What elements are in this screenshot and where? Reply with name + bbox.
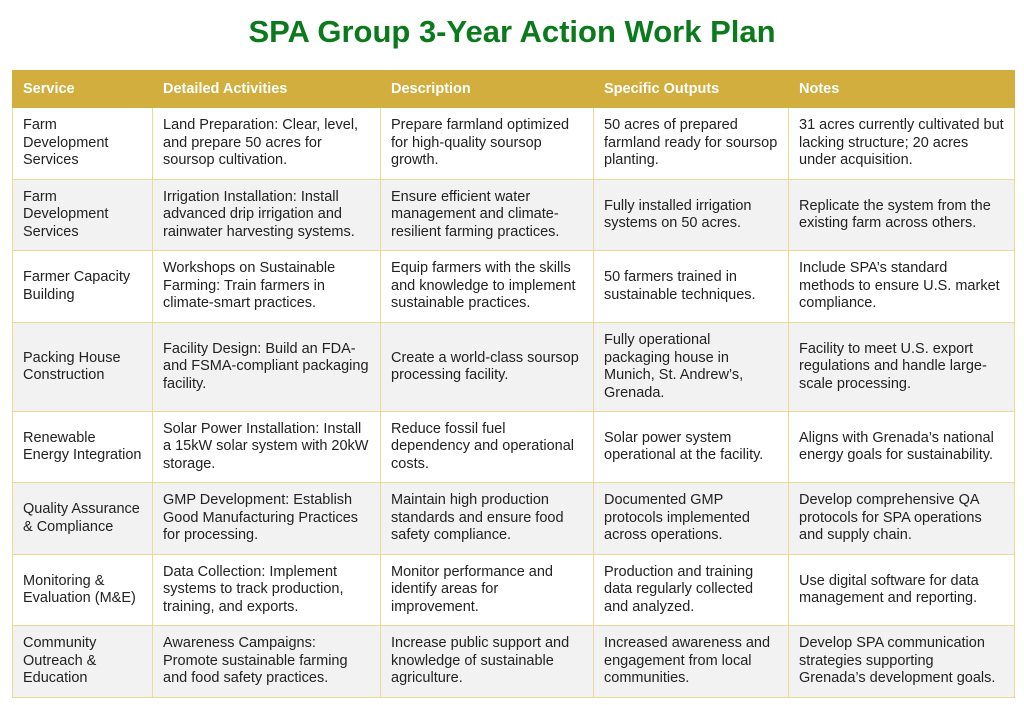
table-cell: Ensure efficient water management and cl…: [380, 179, 594, 251]
table-cell: Monitor performance and identify areas f…: [380, 554, 594, 626]
table-cell: Quality Assurance & Compliance: [12, 482, 153, 555]
table-cell: Fully operational packaging house in Mun…: [593, 322, 789, 412]
table-cell: Production and training data regularly c…: [593, 554, 789, 626]
table-cell: 50 acres of prepared farmland ready for …: [593, 107, 789, 180]
table-cell: Renewable Energy Integration: [12, 411, 153, 483]
table-row: Community Outreach & Education Awareness …: [12, 625, 1015, 698]
table-row: Packing House Construction Facility Desig…: [12, 322, 1015, 412]
table-cell: Farm Development Services: [12, 179, 153, 251]
table-cell: Equip farmers with the skills and knowle…: [380, 250, 594, 323]
table-row: Farm Development Services Land Preparatio…: [12, 107, 1015, 180]
table-cell: Use digital software for data management…: [788, 554, 1015, 626]
table-cell: Fully installed irrigation systems on 50…: [593, 179, 789, 251]
table-cell: Aligns with Grenada’s national energy go…: [788, 411, 1015, 483]
table-cell: Farm Development Services: [12, 107, 153, 180]
column-header: Description: [380, 70, 594, 108]
table-cell: 50 farmers trained in sustainable techni…: [593, 250, 789, 323]
table-cell: Facility to meet U.S. export regulations…: [788, 322, 1015, 412]
table-cell: GMP Development: Establish Good Manufact…: [152, 482, 381, 555]
table-row: Renewable Energy Integration Solar Power …: [12, 411, 1015, 483]
table-cell: Workshops on Sustainable Farming: Train …: [152, 250, 381, 323]
table-header-row: Service Detailed Activities Description Spe…: [12, 70, 1015, 108]
table-row: Farmer Capacity Building Workshops on Sus…: [12, 250, 1015, 323]
table-cell: Prepare farmland optimized for high-qual…: [380, 107, 594, 180]
table-cell: Develop comprehensive QA protocols for S…: [788, 482, 1015, 555]
table-cell: Data Collection: Implement systems to tr…: [152, 554, 381, 626]
table-cell: Monitoring & Evaluation (M&E): [12, 554, 153, 626]
table-cell: Facility Design: Build an FDA- and FSMA-…: [152, 322, 381, 412]
table-cell: Documented GMP protocols implemented acr…: [593, 482, 789, 555]
column-header: Service: [12, 70, 153, 108]
table-cell: Create a world-class soursop processing …: [380, 322, 594, 412]
page-title: SPA Group 3-Year Action Work Plan: [248, 14, 776, 49]
table-row: Quality Assurance & Compliance GMP Develo…: [12, 482, 1015, 555]
table-cell: Community Outreach & Education: [12, 625, 153, 698]
column-header: Specific Outputs: [593, 70, 789, 108]
table-cell: Packing House Construction: [12, 322, 153, 412]
table-cell: Land Preparation: Clear, level, and prep…: [152, 107, 381, 180]
table-cell: Replicate the system from the existing f…: [788, 179, 1015, 251]
table-cell: Increase public support and knowledge of…: [380, 625, 594, 698]
table-cell: Awareness Campaigns: Promote sustainable…: [152, 625, 381, 698]
table-cell: Maintain high production standards and e…: [380, 482, 594, 555]
table-cell: Increased awareness and engagement from …: [593, 625, 789, 698]
column-header: Detailed Activities: [152, 70, 381, 108]
table-cell: Include SPA’s standard methods to ensure…: [788, 250, 1015, 323]
table-cell: Reduce fossil fuel dependency and operat…: [380, 411, 594, 483]
table-cell: Irrigation Installation: Install advance…: [152, 179, 381, 251]
table-cell: Develop SPA communication strategies sup…: [788, 625, 1015, 698]
table-cell: Solar power system operational at the fa…: [593, 411, 789, 483]
table-cell: 31 acres currently cultivated but lackin…: [788, 107, 1015, 180]
table-cell: Solar Power Installation: Install a 15kW…: [152, 411, 381, 483]
table-row: Monitoring & Evaluation (M&E) Data Collec…: [12, 554, 1015, 626]
table-row: Farm Development Services Irrigation Inst…: [12, 179, 1015, 251]
work-plan-table: Service Detailed Activities Description Spe…: [12, 70, 1015, 698]
column-header: Notes: [788, 70, 1015, 108]
table-cell: Farmer Capacity Building: [12, 250, 153, 323]
